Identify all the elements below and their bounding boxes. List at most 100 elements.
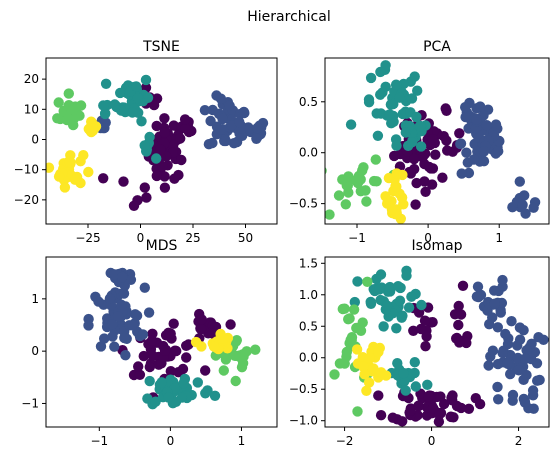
scatter-point	[349, 296, 360, 308]
scatter-point	[497, 274, 508, 286]
scatter-point	[109, 269, 120, 280]
scatter-point	[420, 341, 431, 352]
scatter-point	[69, 174, 81, 185]
scatter-point	[99, 333, 110, 344]
scatter-point	[159, 171, 170, 182]
scatter-point	[457, 280, 469, 291]
scatter-point	[157, 161, 168, 172]
x-tick-label: 0	[167, 434, 175, 448]
scatter-point	[403, 302, 415, 313]
subplot-title: PCA	[423, 39, 451, 55]
scatter-point	[146, 335, 158, 346]
scatter-point	[168, 139, 179, 151]
scatter-point	[492, 381, 503, 393]
scatter-point	[424, 161, 435, 173]
scatter-point	[389, 150, 400, 162]
scatter-point	[441, 105, 452, 117]
scatter-points	[46, 74, 269, 211]
x-tick-label: 0	[137, 231, 145, 245]
y-tick-label: 0.5	[299, 319, 318, 333]
scatter-point	[521, 369, 532, 381]
scatter-points	[325, 60, 541, 224]
scatter-point	[401, 270, 412, 281]
scatter-point	[410, 199, 421, 210]
subplot-tsne: TSNE −25 0 25 50 −20 −10 0 10 20	[14, 39, 278, 245]
x-tick-label: 1	[238, 434, 246, 448]
scatter-point	[497, 347, 508, 359]
scatter-point	[390, 181, 401, 192]
scatter-point	[173, 367, 184, 378]
scatter-point	[132, 92, 143, 104]
scatter-point	[107, 319, 118, 330]
x-tick-label: 2	[515, 434, 523, 448]
scatter-point	[340, 199, 351, 210]
scatter-point	[337, 174, 348, 185]
y-tick-label: 0.0	[299, 351, 318, 365]
scatter-point	[128, 200, 140, 211]
subplot-title: Isomap	[411, 238, 462, 254]
scatter-point	[471, 114, 482, 125]
scatter-point	[52, 113, 63, 124]
scatter-point	[200, 365, 211, 376]
scatter-point	[231, 335, 242, 346]
scatter-point	[363, 377, 375, 388]
scatter-point	[93, 296, 104, 307]
scatter-point	[215, 124, 226, 135]
scatter-point	[368, 363, 379, 374]
scatter-point	[228, 138, 240, 149]
scatter-point	[506, 316, 517, 327]
scatter-point	[357, 165, 368, 176]
y-tick-label: 10	[24, 102, 39, 116]
scatter-point	[471, 291, 483, 302]
scatter-point	[521, 345, 532, 356]
scatter-point	[237, 130, 248, 141]
y-tick-label: −10	[14, 163, 39, 177]
scatter-point	[333, 190, 345, 201]
scatter-point	[200, 388, 211, 399]
x-tick-label: −2	[336, 434, 354, 448]
scatter-point	[427, 134, 438, 145]
y-tick-label: 1.0	[299, 288, 318, 302]
scatter-point	[64, 156, 75, 168]
subplot-title: MDS	[146, 238, 178, 254]
scatter-point	[118, 176, 129, 187]
scatter-point	[520, 353, 531, 364]
scatter-point	[406, 137, 418, 148]
scatter-point	[144, 375, 155, 387]
scatter-point	[460, 111, 471, 123]
scatter-point	[75, 100, 87, 111]
scatter-point	[220, 354, 232, 365]
y-tick-label: −0.5	[289, 382, 318, 396]
scatter-point	[382, 198, 393, 209]
scatter-point	[140, 74, 152, 86]
scatter-point	[337, 303, 348, 315]
scatter-point	[168, 120, 179, 131]
scatter-point	[230, 375, 241, 387]
scatter-point	[348, 304, 360, 315]
scatter-point	[364, 352, 375, 364]
scatter-point	[139, 182, 150, 193]
scatter-point	[502, 358, 513, 369]
scatter-point	[385, 99, 397, 110]
scatter-point	[423, 391, 434, 402]
scatter-point	[63, 113, 74, 124]
scatter-point	[390, 79, 402, 90]
scatter-point	[352, 406, 363, 417]
scatter-point	[250, 344, 261, 355]
scatter-point	[131, 81, 142, 92]
scatter-point	[456, 168, 467, 179]
scatter-point	[399, 376, 410, 387]
scatter-point	[396, 192, 408, 203]
scatter-point	[109, 99, 121, 110]
scatter-point	[384, 281, 396, 293]
scatter-point	[373, 390, 384, 401]
scatter-point	[468, 154, 480, 165]
scatter-point	[362, 276, 373, 287]
scatter-point	[107, 331, 118, 342]
scatter-point	[147, 350, 158, 361]
scatter-point	[143, 307, 155, 318]
scatter-point	[437, 172, 448, 183]
scatter-point	[139, 282, 150, 293]
scatter-point	[415, 141, 427, 152]
scatter-point	[207, 137, 218, 149]
